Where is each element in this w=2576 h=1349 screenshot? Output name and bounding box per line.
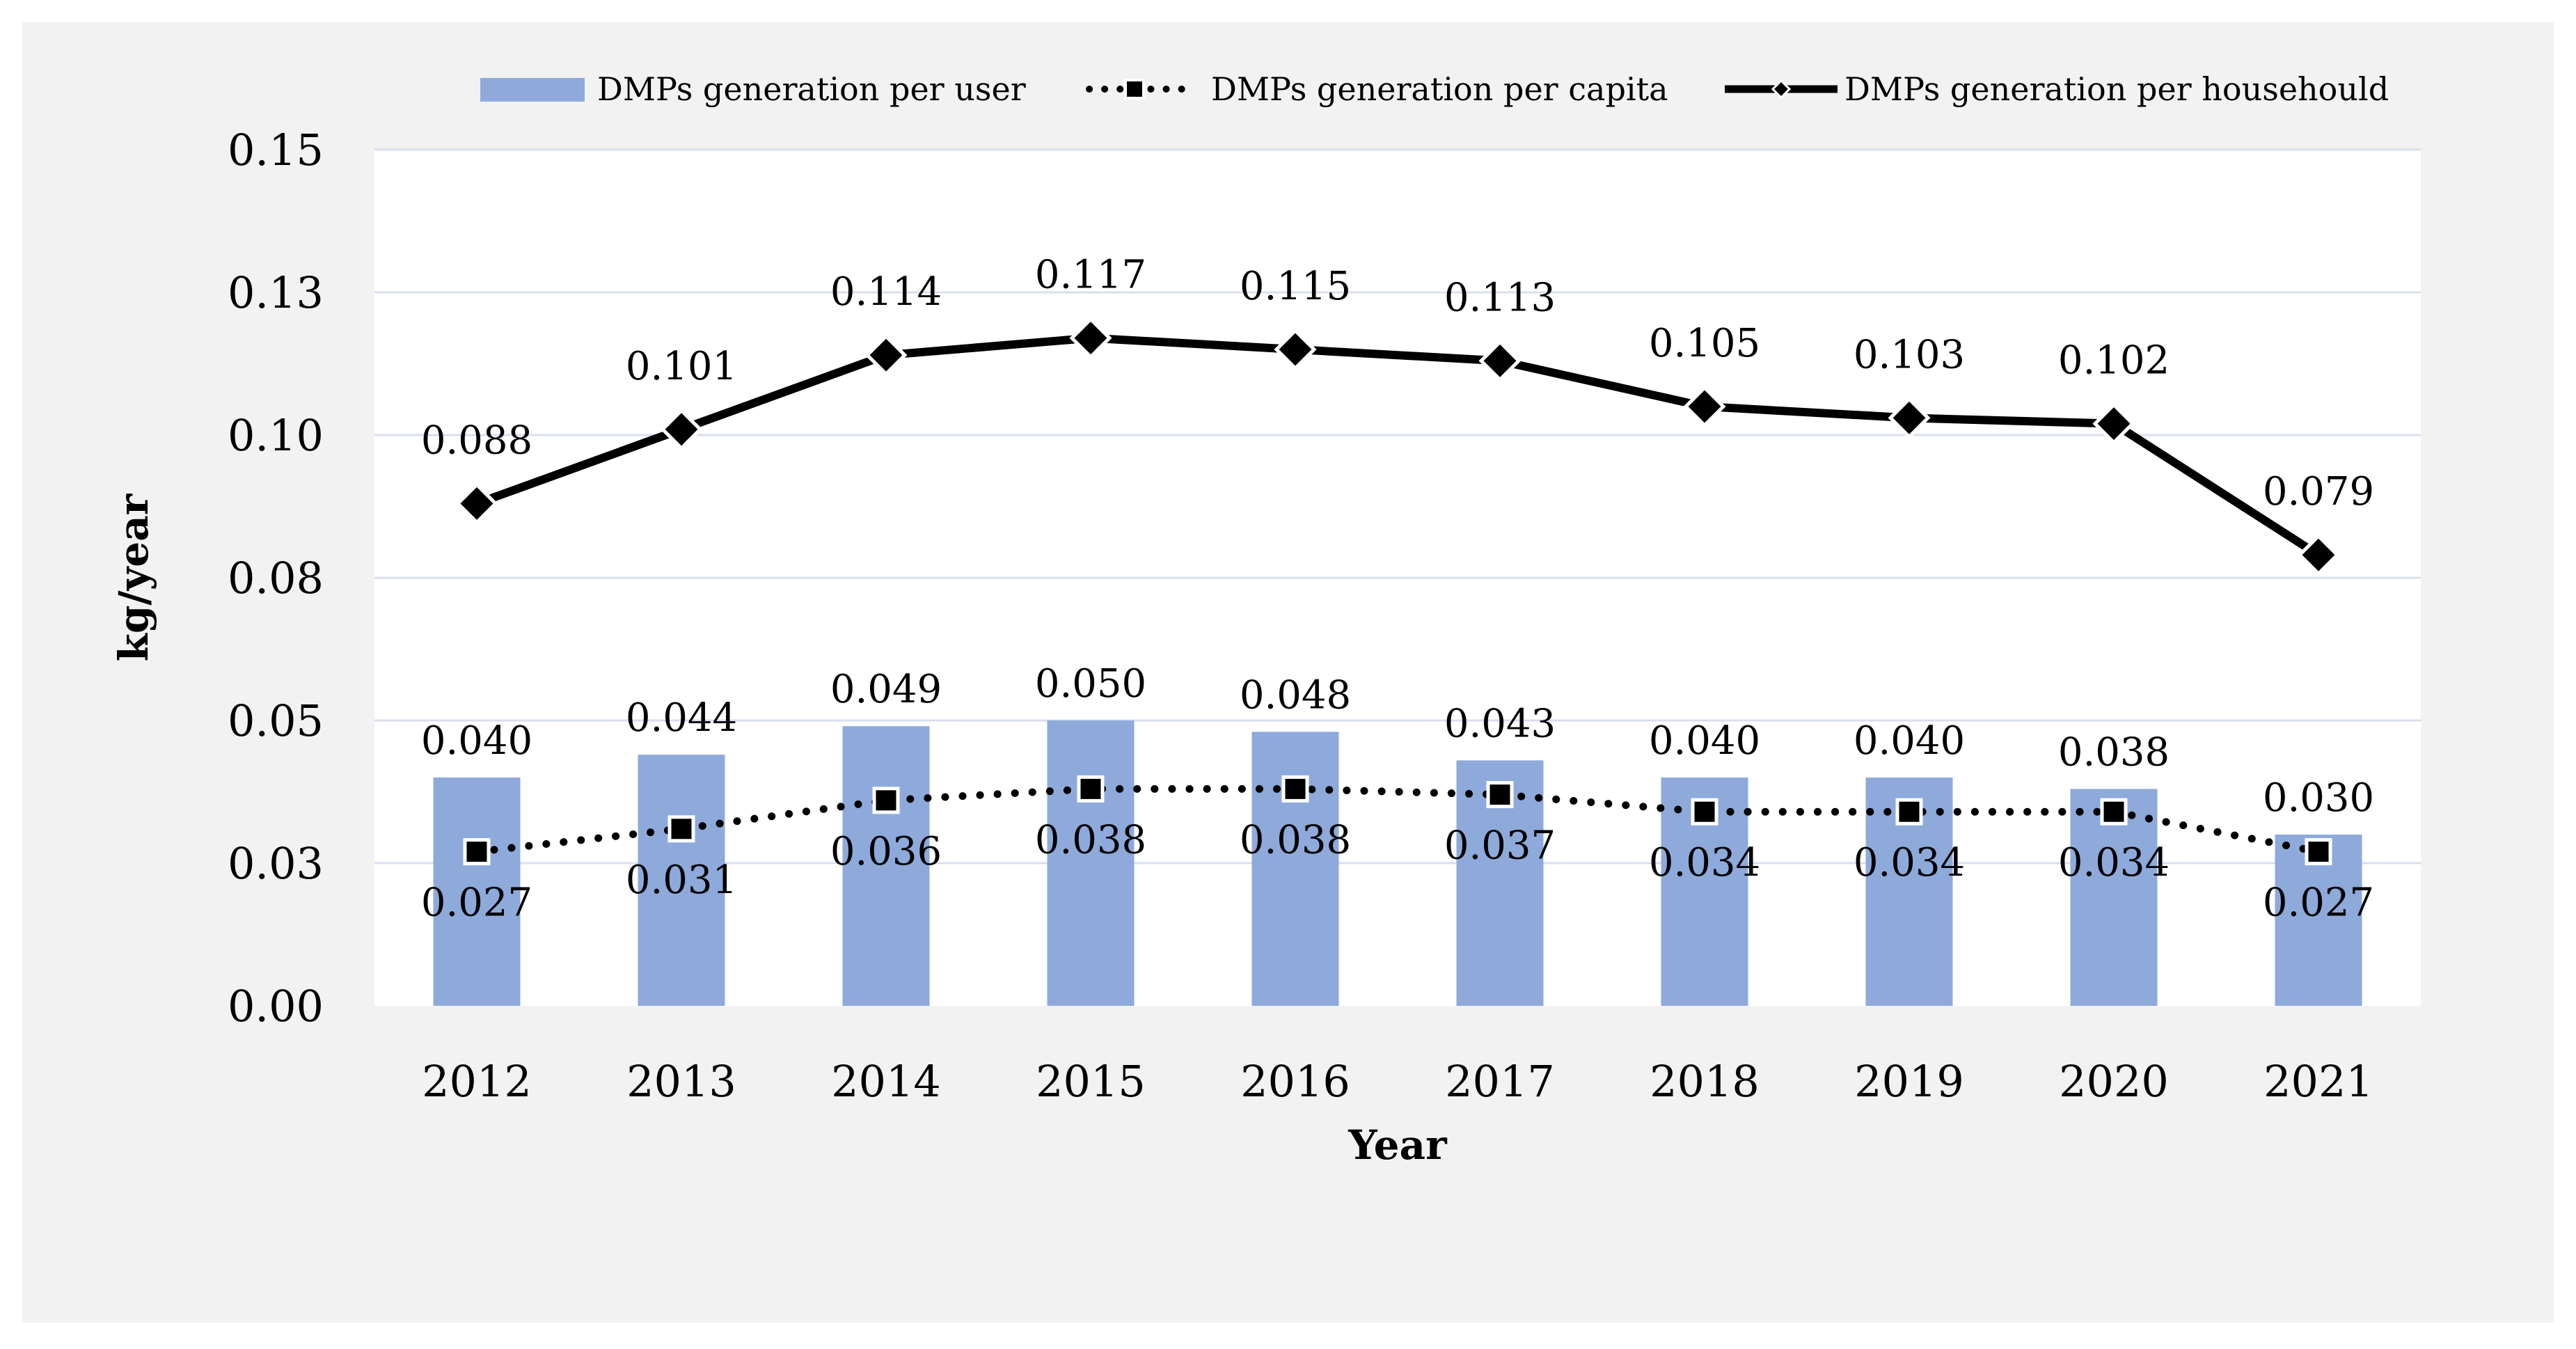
per-household-data-label: 0.105 — [1649, 321, 1760, 366]
per-household-data-label: 0.088 — [421, 418, 532, 463]
y-tick-label: 0.13 — [228, 267, 324, 318]
y-tick-label: 0.00 — [228, 981, 324, 1032]
per-capita-data-label: 0.034 — [1854, 840, 1965, 885]
per-capita-data-label: 0.037 — [1444, 823, 1556, 869]
per-capita-data-label: 0.038 — [1035, 817, 1146, 862]
per-household-marker — [1478, 339, 1522, 382]
per-capita-data-label: 0.027 — [421, 881, 532, 926]
line-series — [473, 333, 2323, 856]
x-tick-label: 2020 — [2059, 1056, 2169, 1107]
x-tick-label: 2017 — [1445, 1056, 1555, 1107]
per-household-marker — [660, 408, 703, 451]
per-household-marker — [1888, 396, 1931, 439]
per-household-data-label: 0.079 — [2263, 469, 2374, 514]
legend-label-per-capita: DMPs generation per capita — [1211, 70, 1668, 108]
bar-data-label: 0.044 — [626, 695, 737, 741]
per-capita-marker — [2305, 838, 2332, 866]
per-household-marker — [864, 333, 908, 377]
y-axis-ticks: 0.00 0.03 0.05 0.08 0.10 0.13 0.15 — [228, 125, 324, 1032]
per-household-data-label: 0.101 — [626, 344, 737, 389]
bar — [1047, 720, 1135, 1006]
per-capita-data-label: 0.031 — [626, 858, 737, 903]
per-capita-marker — [1486, 781, 1514, 809]
x-tick-label: 2018 — [1650, 1056, 1760, 1107]
bar — [1251, 732, 1339, 1006]
per-capita-data-label: 0.036 — [830, 829, 942, 874]
per-capita-marker — [872, 787, 900, 814]
per-capita-marker — [463, 838, 491, 866]
y-tick-label: 0.10 — [228, 410, 324, 461]
per-capita-marker — [2100, 798, 2128, 826]
y-tick-label: 0.03 — [228, 838, 324, 889]
x-tick-label: 2019 — [1854, 1056, 1964, 1107]
series-markers — [455, 317, 2340, 866]
data-labels: 0.040 0.044 0.049 0.050 0.048 0.043 0.040 0.040… — [421, 253, 2374, 926]
per-capita-data-label: 0.034 — [2058, 840, 2170, 885]
y-axis-label: kg/year — [110, 493, 157, 661]
x-tick-label: 2021 — [2263, 1056, 2373, 1107]
bar-data-label: 0.043 — [1444, 701, 1556, 746]
bar — [842, 726, 930, 1006]
legend-per-capita-marker — [1124, 79, 1145, 100]
per-household-data-label: 0.113 — [1444, 275, 1556, 320]
bar-series — [433, 720, 2362, 1006]
bar-data-label: 0.050 — [1035, 661, 1146, 707]
bar-data-label: 0.038 — [2058, 729, 2170, 775]
per-capita-marker — [1077, 775, 1105, 803]
per-household-marker — [2092, 402, 2135, 445]
bar-data-label: 0.040 — [1854, 718, 1965, 764]
x-tick-label: 2013 — [626, 1056, 736, 1107]
per-household-marker — [455, 482, 498, 525]
per-capita-marker — [1895, 798, 1923, 826]
legend-label-per-household: DMPs generation per househould — [1844, 70, 2389, 108]
x-axis-ticks: 2012 2013 2014 2015 2016 2017 2018 2019 2020 2021 — [422, 1056, 2373, 1107]
x-tick-label: 2016 — [1240, 1056, 1350, 1107]
per-capita-marker — [1281, 775, 1309, 803]
per-household-data-label: 0.114 — [830, 269, 942, 315]
legend: DMPs generation per user DMPs generation … — [480, 70, 2389, 108]
x-tick-label: 2015 — [1036, 1056, 1146, 1107]
bar-data-label: 0.040 — [1649, 718, 1760, 764]
per-household-data-label: 0.115 — [1240, 264, 1351, 309]
bar — [433, 778, 521, 1006]
legend-bar-swatch — [480, 78, 585, 102]
bar-data-label: 0.030 — [2263, 775, 2374, 821]
per-household-line — [475, 333, 2321, 559]
per-capita-marker — [667, 815, 695, 843]
bar-data-label: 0.049 — [830, 667, 942, 712]
x-tick-label: 2012 — [422, 1056, 532, 1107]
bar-data-label: 0.040 — [421, 718, 532, 764]
per-capita-line — [473, 784, 2323, 856]
per-capita-data-label: 0.038 — [1240, 817, 1351, 862]
y-tick-label: 0.08 — [228, 553, 324, 604]
per-household-data-label: 0.117 — [1035, 253, 1146, 298]
x-tick-label: 2014 — [831, 1056, 941, 1107]
per-household-data-label: 0.102 — [2058, 338, 2170, 384]
per-household-marker — [1683, 385, 1726, 428]
y-tick-label: 0.15 — [228, 125, 324, 175]
y-tick-label: 0.05 — [228, 695, 324, 746]
per-capita-data-label: 0.027 — [2263, 881, 2374, 926]
bar-data-label: 0.048 — [1240, 672, 1351, 718]
legend-per-household-marker — [1771, 79, 1792, 100]
per-capita-marker — [1691, 798, 1718, 826]
bar — [638, 755, 725, 1006]
per-household-marker — [1274, 328, 1317, 371]
per-household-data-label: 0.103 — [1854, 332, 1965, 377]
x-axis-label: Year — [1348, 1121, 1448, 1169]
per-household-marker — [1069, 317, 1112, 360]
per-capita-data-label: 0.034 — [1649, 840, 1760, 885]
per-household-marker — [2297, 533, 2340, 576]
legend-label-per-user: DMPs generation per user — [597, 70, 1026, 108]
